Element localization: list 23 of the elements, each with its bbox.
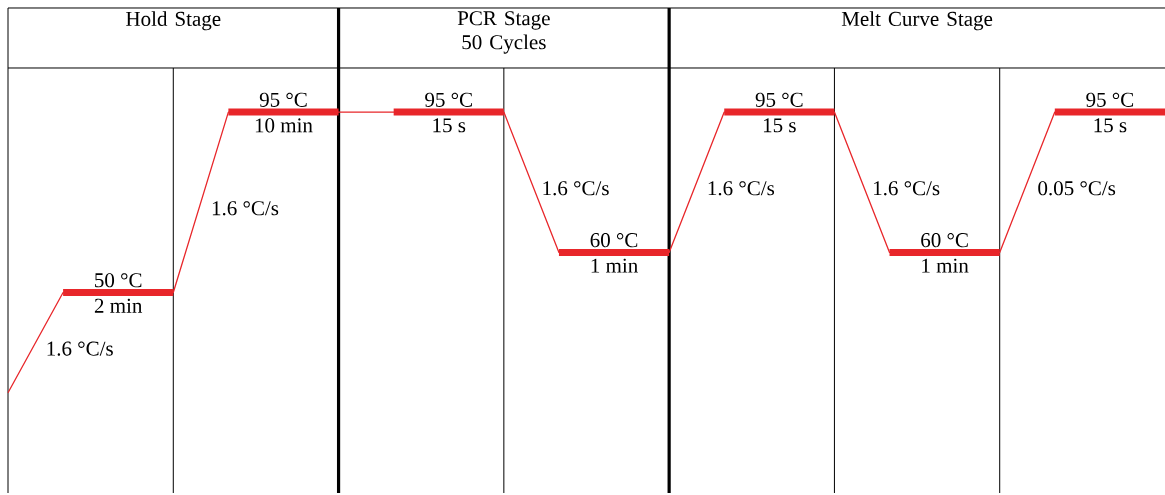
annotation: 15 s <box>433 118 466 133</box>
annotation: 2 min <box>94 298 143 313</box>
data-label: 95 °C <box>1086 92 1134 107</box>
text: Melt Curve Stage <box>841 11 993 31</box>
annotation: 15 s <box>1094 118 1127 133</box>
annotation: 1 min <box>922 258 969 273</box>
annotation: 1.6 °C/s <box>543 181 609 196</box>
data-label: 60 °C <box>921 233 968 248</box>
annotation: 10 min <box>255 118 313 133</box>
annotation: 15 s <box>763 118 796 133</box>
annotation: 0.05 °C/s <box>1038 181 1116 196</box>
data-label: 50 °C <box>95 273 142 288</box>
annotation: 1 min <box>591 258 638 273</box>
annotation: 1.6 °C/s <box>874 181 940 196</box>
annotation: 1.6 °C/s <box>47 341 113 356</box>
data-label: 95 °C <box>755 92 803 107</box>
data-label: 95 °C <box>425 92 472 107</box>
text: PCR Stage 50 Cycles <box>457 11 550 54</box>
data-label: 60 °C <box>590 233 638 248</box>
text: Hold Stage <box>126 11 221 31</box>
annotation: 1.6 °C/s <box>708 181 775 196</box>
data-label: 95 °C <box>259 92 307 107</box>
annotation: 1.6 °C/s <box>212 201 279 216</box>
